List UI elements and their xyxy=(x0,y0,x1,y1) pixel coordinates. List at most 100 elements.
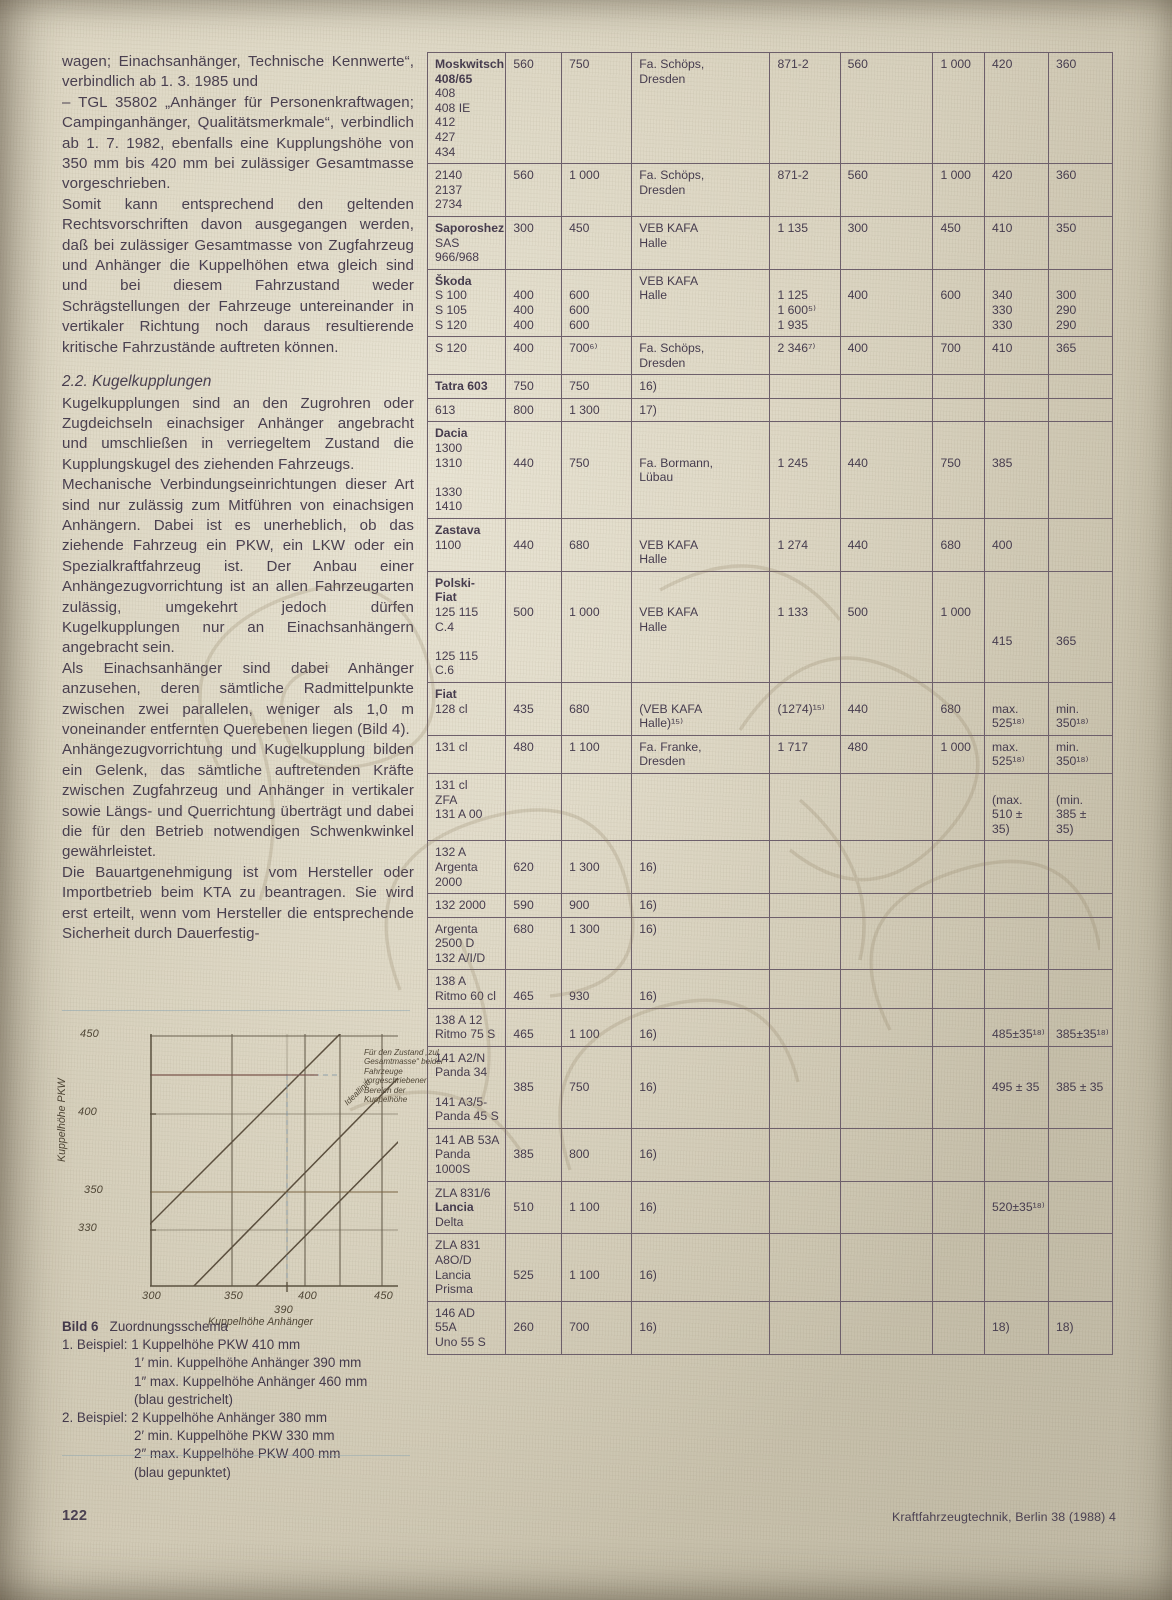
cell-anhaengelast-2: 1 000 xyxy=(932,570,986,683)
figure-top-rule xyxy=(62,1010,410,1011)
cell-stuetzlast: 435 xyxy=(505,681,563,736)
cell-stuetzlast: 525 xyxy=(505,1233,563,1302)
cell-kuppelhoehe-max xyxy=(984,840,1049,895)
paragraph-somit-kann: Somit kann entsprechend den geltenden Re… xyxy=(62,195,414,356)
cell-kuppelhoehe-max: 520±35¹⁸⁾ xyxy=(984,1180,1049,1235)
cell-pruefnummer xyxy=(769,772,841,842)
vehicle-data-table-wrap: Moskwitsch 408/65 408 408 IE 412 427 434 560 750… xyxy=(426,51,1114,1355)
page-number: 122 xyxy=(62,1508,88,1524)
table-row: 132 2000 590 900 16) xyxy=(426,893,1114,918)
cell-kuppelhoehe-max: 495 ± 35 xyxy=(984,1045,1049,1129)
cell-anhaengelast-2 xyxy=(932,772,986,842)
cell-kuppelhoehe-min: 360 xyxy=(1047,163,1114,217)
example-2-row: 2. Beispiel: 2 Kuppelhöhe Anhänger 380 m… xyxy=(62,1409,422,1427)
cell-stuetzlast: 480 xyxy=(505,734,563,774)
cell-stuetzlast: 560 xyxy=(505,51,563,165)
cell-anhaengelast: 1 300 xyxy=(561,840,633,895)
cell-anhaengelast-2 xyxy=(932,893,986,918)
example-1-line-4: (blau gestrichelt) xyxy=(134,1391,233,1407)
cell-stuetzlast xyxy=(505,772,563,842)
cell-anhaengelast: 930 xyxy=(561,969,633,1009)
cell-kuppelhoehe-max: 420 xyxy=(984,163,1049,217)
cell-stuetzlast: 680 xyxy=(505,916,563,971)
cell-pruefnummer xyxy=(769,840,841,895)
table-row: S 120 400 700⁶⁾ Fa. Schöps, Dresden 2 346⁷⁾ 40… xyxy=(426,336,1114,376)
zuordnungsschema-chart xyxy=(146,1034,398,1292)
cell-hersteller: Fa. Schöps, Dresden xyxy=(631,336,771,376)
vehicle-model-cell: S 120 xyxy=(426,336,507,376)
example-1-line-1: 1 Kuppelhöhe PKW 410 mm xyxy=(131,1337,301,1353)
cell-stuetzlast-2: 400 xyxy=(839,268,934,338)
cell-pruefnummer: 1 717 xyxy=(769,734,841,774)
cell-stuetzlast: 440 xyxy=(505,518,563,572)
cell-anhaengelast-2: 700 xyxy=(932,336,986,376)
table-body: Moskwitsch 408/65 408 408 IE 412 427 434 560 750… xyxy=(426,51,1114,1355)
cell-kuppelhoehe-min: (min. 385 ± 35) xyxy=(1047,772,1114,842)
cell-pruefnummer: 1 245 xyxy=(769,421,841,520)
cell-anhaengelast-2 xyxy=(932,840,986,895)
paragraph-kugelkupplungen-4: Anhängezugvorrichtung und Kugelkupplung … xyxy=(62,741,414,861)
cell-stuetzlast-2 xyxy=(839,916,934,971)
cell-pruefnummer xyxy=(769,1045,841,1129)
caption-bottom-rule xyxy=(62,1455,410,1456)
cell-anhaengelast: 900 xyxy=(561,893,633,918)
cell-stuetzlast: 750 xyxy=(505,374,563,399)
cell-kuppelhoehe-max: 400 xyxy=(984,518,1049,572)
cell-anhaengelast: 750 xyxy=(561,421,633,520)
table-row: 131 cl 480 1 100 Fa. Franke, Dresden 1 717 480… xyxy=(426,734,1114,774)
cell-pruefnummer xyxy=(769,916,841,971)
table-row: Škoda S 100 S 105 S 120 400 400 400 600 600 600 VE… xyxy=(426,268,1114,338)
cell-stuetzlast: 300 xyxy=(505,215,563,270)
cell-hersteller: (VEB KAFA Halle)¹⁵⁾ xyxy=(631,681,771,736)
table-row: ZLA 831/6 Lancia Delta 510 1 100 16) 520±35¹⁸⁾ xyxy=(426,1180,1114,1235)
vehicle-model-cell: Dacia 1300 1310 1330 1410 xyxy=(426,421,507,520)
cell-anhaengelast-2: 450 xyxy=(932,215,986,270)
cell-kuppelhoehe-min: 360 xyxy=(1047,51,1114,165)
vehicle-model-cell: 131 cl xyxy=(426,734,507,774)
cell-stuetzlast: 440 xyxy=(505,421,563,520)
cell-kuppelhoehe-min: 365 xyxy=(1047,570,1114,683)
cell-kuppelhoehe-min: 365 xyxy=(1047,336,1114,376)
cell-hersteller: VEB KAFA Halle xyxy=(631,518,771,572)
cell-kuppelhoehe-max xyxy=(984,1233,1049,1302)
cell-anhaengelast-2: 680 xyxy=(932,518,986,572)
paragraph-kugelkupplungen-3: Als Einachsanhänger sind dabei Anhänger … xyxy=(62,659,414,738)
cell-kuppelhoehe-min xyxy=(1047,397,1114,423)
cell-hersteller: 16) xyxy=(631,1300,771,1355)
vehicle-model-cell: Tatra 603 xyxy=(426,374,507,399)
cell-hersteller: 16) xyxy=(631,1007,771,1047)
table-row: Dacia 1300 1310 1330 1410 440 750 Fa. Bormann, L… xyxy=(426,421,1114,520)
cell-anhaengelast: 750 xyxy=(561,1045,633,1129)
cell-kuppelhoehe-min xyxy=(1047,1180,1114,1235)
cell-hersteller: Fa. Bormann, Lübau xyxy=(631,421,771,520)
vehicle-model-cell: Moskwitsch 408/65 408 408 IE 412 427 434 xyxy=(426,51,507,165)
cell-anhaengelast-2 xyxy=(932,374,986,399)
vehicle-data-table: Moskwitsch 408/65 408 408 IE 412 427 434 560 750… xyxy=(426,51,1114,1355)
example-1-label: 1. Beispiel: xyxy=(62,1337,128,1353)
cell-stuetzlast-2 xyxy=(839,1180,934,1235)
cell-anhaengelast-2 xyxy=(932,1127,986,1182)
table-row: 146 AD 55A Uno 55 S 260 700 16) 18) 18) xyxy=(426,1300,1114,1355)
cell-kuppelhoehe-min: 385±35¹⁸⁾ xyxy=(1047,1007,1114,1047)
cell-stuetzlast-2 xyxy=(839,969,934,1009)
example-2-line-4: (blau gepunktet) xyxy=(134,1464,231,1480)
figure-number: Bild 6 xyxy=(62,1319,99,1334)
cell-kuppelhoehe-max: 340 330 330 xyxy=(984,268,1049,338)
cell-stuetzlast: 465 xyxy=(505,969,563,1009)
vehicle-model-cell: Saporoshez SAS 966/968 xyxy=(426,215,507,270)
cell-stuetzlast: 590 xyxy=(505,893,563,918)
cell-kuppelhoehe-max xyxy=(984,397,1049,423)
table-row: Moskwitsch 408/65 408 408 IE 412 427 434 560 750… xyxy=(426,51,1114,165)
example-2-line-1: 2 Kuppelhöhe Anhänger 380 mm xyxy=(131,1410,328,1426)
cell-hersteller: 16) xyxy=(631,1045,771,1129)
cell-hersteller: 16) xyxy=(631,1180,771,1235)
cell-kuppelhoehe-max: 410 xyxy=(984,215,1049,270)
cell-anhaengelast: 1 300 xyxy=(561,916,633,971)
example-1-row: 1. Beispiel: 1 Kuppelhöhe PKW 410 mm xyxy=(62,1336,422,1354)
cell-stuetzlast: 385 xyxy=(505,1045,563,1129)
cell-stuetzlast: 620 xyxy=(505,840,563,895)
example-1-line-3: 1″ max. Kuppelhöhe Anhänger 460 mm xyxy=(134,1373,368,1389)
cell-kuppelhoehe-max: 485±35¹⁸⁾ xyxy=(984,1007,1049,1047)
paragraph-kugelkupplungen-2: Mechanische Verbindungseinrichtungen die… xyxy=(62,476,414,657)
